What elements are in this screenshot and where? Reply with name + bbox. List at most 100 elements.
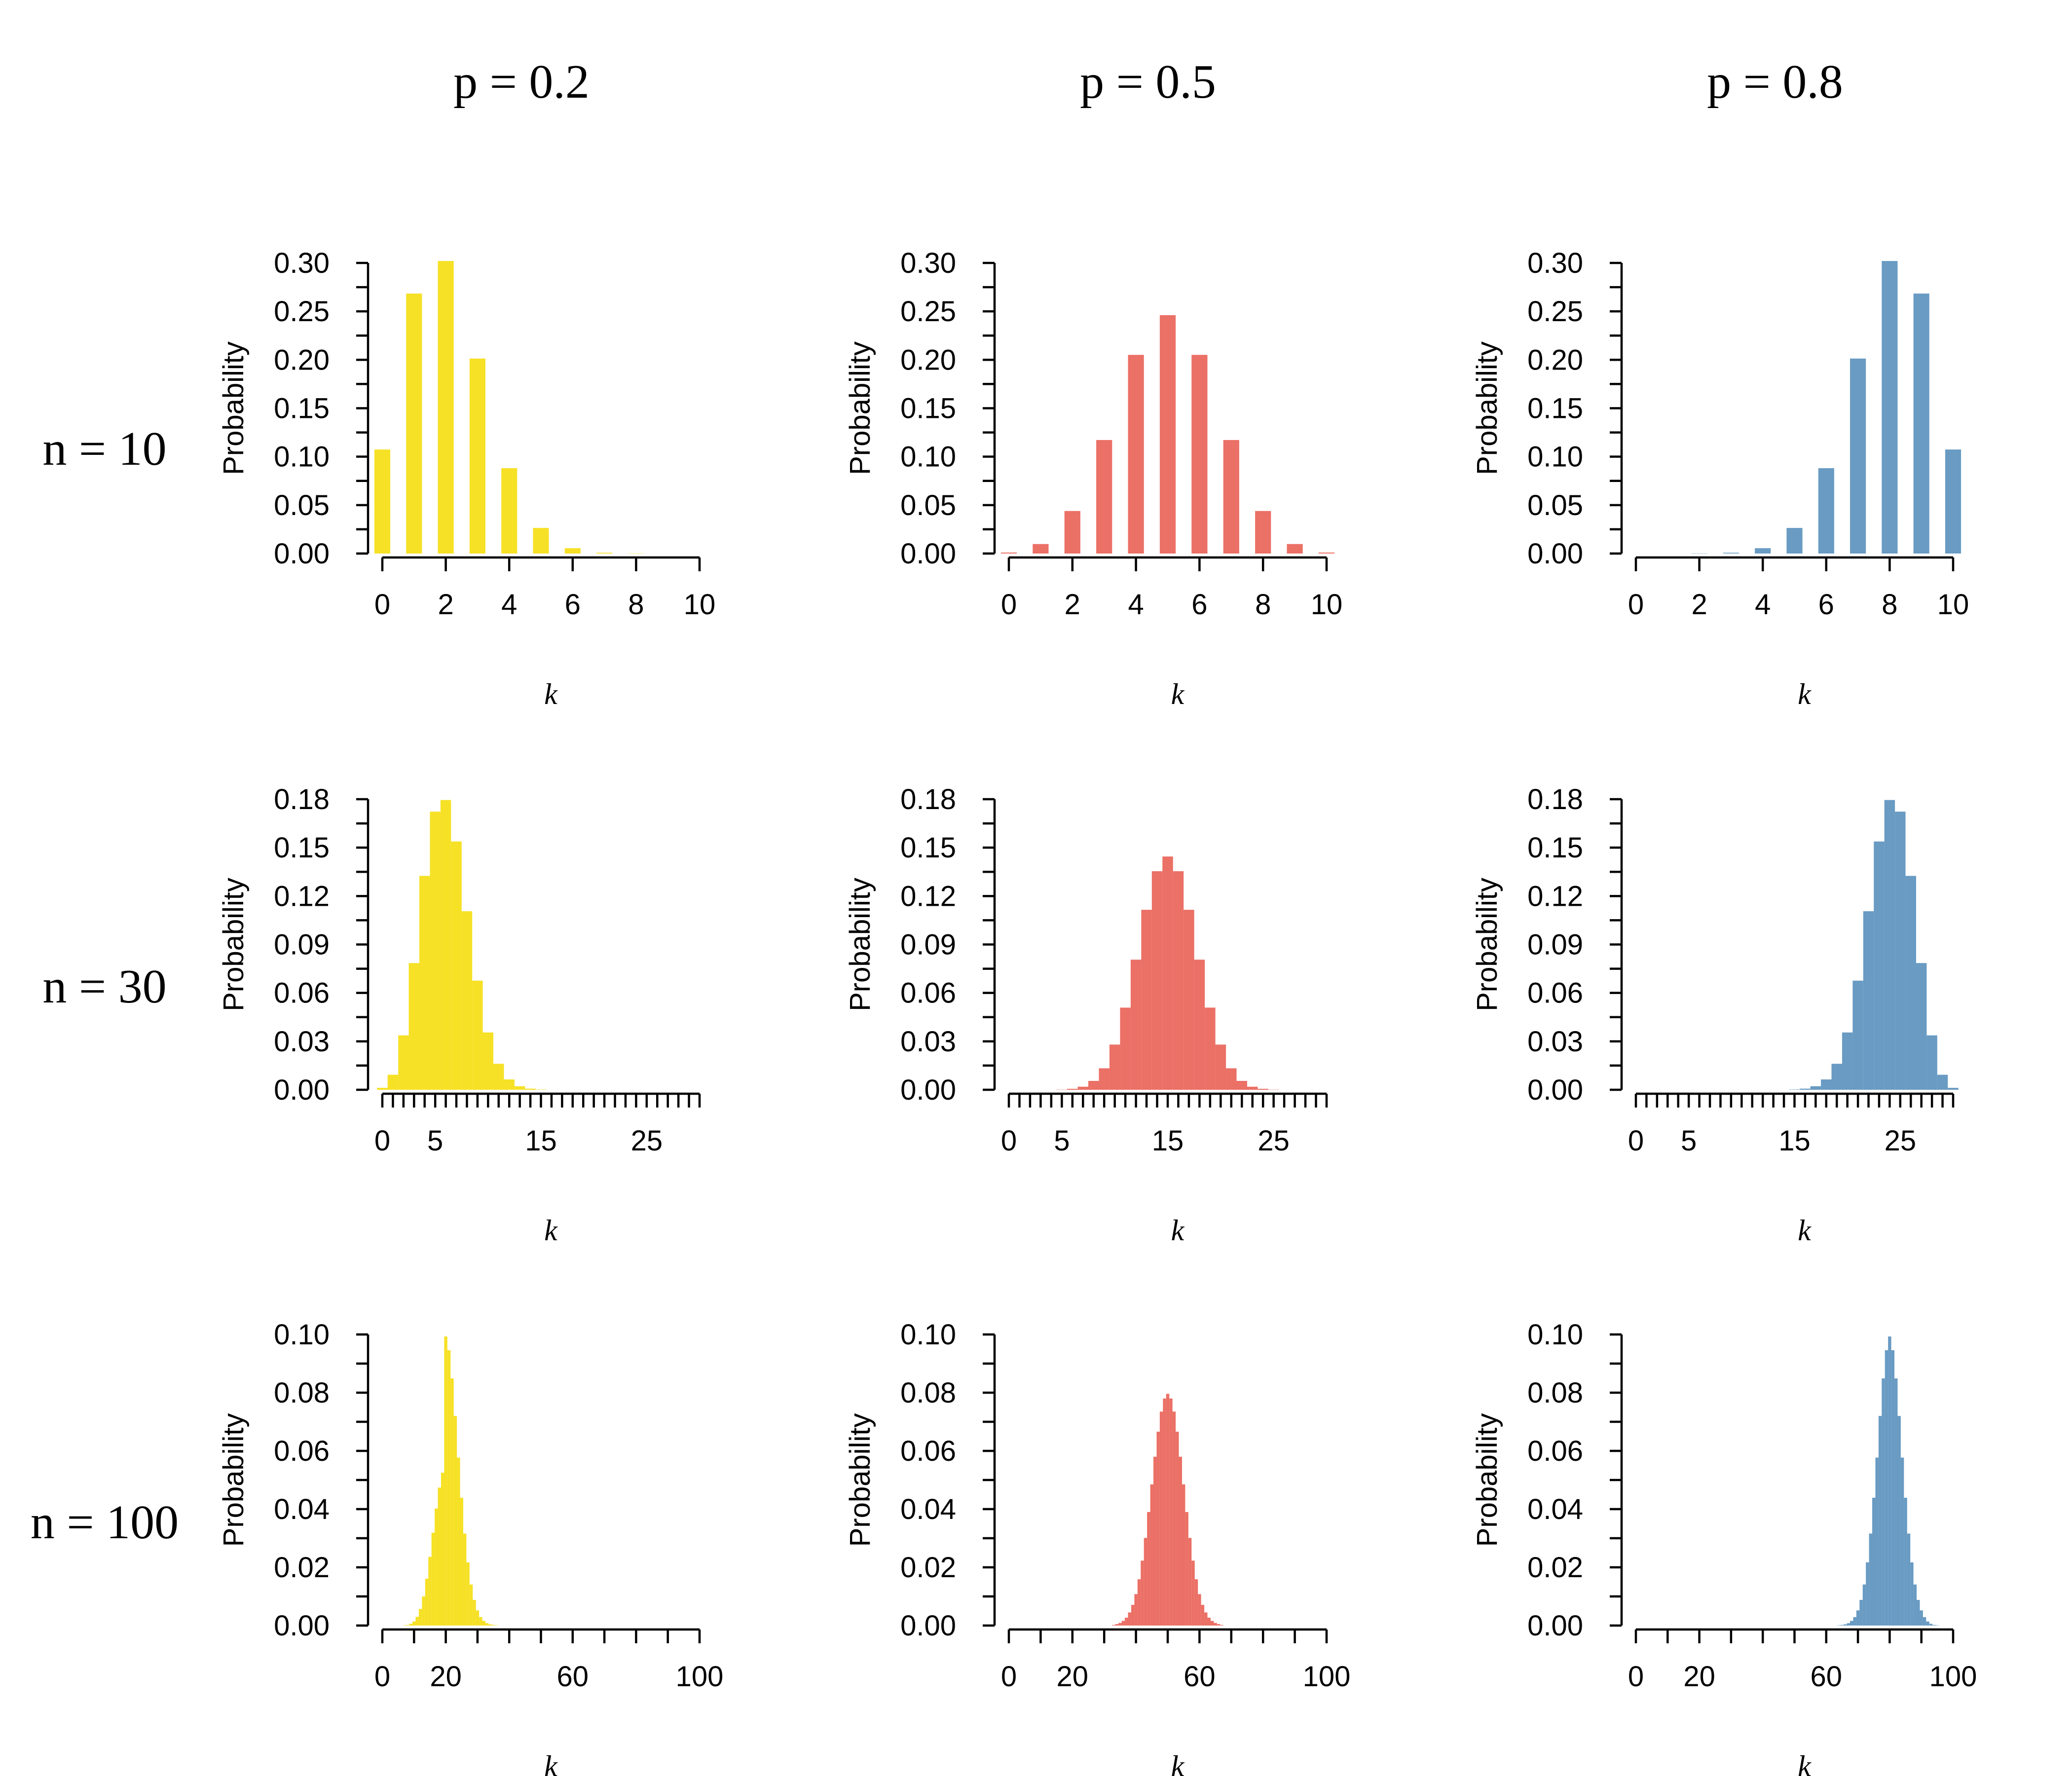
bar-k-20 [1842,1032,1853,1090]
bar-k-29 [1937,1074,1948,1090]
y-tick-label: 0.09 [274,929,330,961]
x-tick-label: 60 [557,1661,589,1693]
bar-k-0 [1000,553,1017,554]
y-tick-label: 0.00 [274,1610,330,1642]
bar-k-5 [430,812,441,1090]
bar-k-51 [1169,1398,1173,1626]
y-tick-label: 0.06 [1527,1435,1583,1467]
bar-k-5 [1159,315,1176,554]
bar-k-12 [418,1609,422,1626]
bar-k-9 [1287,544,1303,554]
y-tick-label: 0.15 [1527,393,1583,425]
panel-n100-p02: 0.00 0.02 0.04 0.06 0.08 0.10 0 20 60 100 Probabil… [218,1319,723,1776]
bar-k-86 [1907,1533,1911,1626]
bar-k-56 [1185,1512,1188,1626]
bar-k-50 [1166,1394,1170,1626]
x-tick-label: 8 [1882,589,1897,621]
x-tick-label: 25 [1885,1125,1917,1157]
y-tick-label: 0.10 [1527,441,1583,473]
x-tick-label: 100 [1929,1661,1977,1693]
bar-k-58 [1191,1560,1195,1626]
bar-k-26 [463,1533,467,1626]
panel-n10-p08: 0.00 0.05 0.10 0.15 0.20 0.25 0.30 0 2 4 6 8 10 Proba… [1471,247,1969,710]
column-title-3: p = 0.8 [1707,55,1843,109]
bar-k-17 [1810,1086,1821,1090]
x-tick-label: 0 [374,589,390,621]
x-tick-label: 0 [374,1125,390,1157]
x-axis-title: k [544,1214,558,1247]
y-tick-label: 0.18 [274,783,330,815]
bar-k-20 [1215,1044,1226,1090]
bar-k-34 [488,1624,492,1626]
bar-k-77 [1878,1416,1882,1626]
x-tick-label: 0 [1628,1661,1644,1693]
x-tick-label: 6 [1191,589,1207,621]
y-tick-label: 0.15 [1527,832,1583,864]
x-tick-label: 20 [430,1661,462,1693]
y-axis-title: Probability [218,878,250,1011]
y-tick-label: 0.08 [900,1377,956,1409]
y-tick-label: 0.03 [900,1026,956,1058]
x-axis-title: k [1171,678,1185,710]
bar-k-12 [504,1079,515,1090]
bar-k-31 [479,1617,482,1626]
bar-k-40 [1134,1594,1138,1626]
bar-k-7 [451,841,462,1090]
x-tick-label: 25 [1258,1125,1290,1157]
bar-k-89 [1917,1600,1920,1626]
bar-k-26 [1905,876,1916,1090]
bar-k-30 [1948,1088,1959,1090]
bar-k-11 [493,1064,504,1090]
y-tick-label: 0.04 [274,1493,330,1525]
bar-k-23 [1247,1086,1258,1090]
bar-k-25 [460,1497,463,1626]
bar-k-28 [1926,1035,1937,1090]
y-tick-label: 0.06 [274,977,330,1009]
x-axis-title: k [1171,1214,1185,1247]
bar-k-39 [1131,1605,1135,1626]
y-tick-label: 0.30 [900,247,956,279]
bar-k-6 [1818,468,1834,554]
bar-k-9 [1099,1068,1110,1090]
bar-k-19 [1205,1007,1216,1090]
bar-k-0 [374,449,391,554]
bar-k-7 [1223,440,1239,554]
bar-k-83 [1897,1416,1901,1626]
bar-k-53 [1176,1432,1179,1626]
x-tick-label: 15 [1152,1125,1184,1157]
y-tick-label: 0.10 [274,441,330,473]
bar-k-79 [1885,1350,1888,1626]
x-tick-label: 5 [427,1125,443,1157]
bar-k-20 [444,1336,447,1626]
x-tick-label: 0 [1001,589,1017,621]
bar-k-57 [1188,1538,1192,1626]
bar-k-15 [535,1089,547,1090]
x-tick-label: 20 [1057,1661,1089,1693]
bar-k-2 [398,1035,409,1090]
x-axis-title: k [1171,1750,1185,1776]
y-tick-label: 0.25 [274,296,330,328]
y-axis-title: Probability [844,341,876,475]
y-tick-label: 0.06 [1527,977,1583,1009]
x-tick-label: 4 [501,589,517,621]
column-title-2: p = 0.5 [1080,55,1216,109]
x-tick-label: 0 [1628,1125,1644,1157]
y-tick-label: 0.04 [900,1493,956,1525]
bar-k-18 [1821,1079,1832,1090]
bar-k-15 [1789,1089,1800,1090]
x-tick-label: 25 [631,1125,663,1157]
y-axis-title: Probability [1471,1413,1503,1547]
bar-k-21 [1852,980,1863,1090]
bar-k-8 [1088,1081,1099,1090]
bar-k-42 [1141,1560,1144,1626]
y-tick-label: 0.20 [900,344,956,376]
y-tick-label: 0.10 [900,441,956,473]
y-tick-label: 0.12 [274,880,330,912]
bar-k-1 [387,1074,399,1090]
y-tick-label: 0.04 [1527,1493,1583,1525]
bar-k-16 [1800,1088,1811,1090]
bar-k-21 [447,1350,451,1626]
y-tick-label: 0.30 [1527,247,1583,279]
bar-k-14 [425,1579,429,1626]
y-tick-label: 0.25 [1527,296,1583,328]
